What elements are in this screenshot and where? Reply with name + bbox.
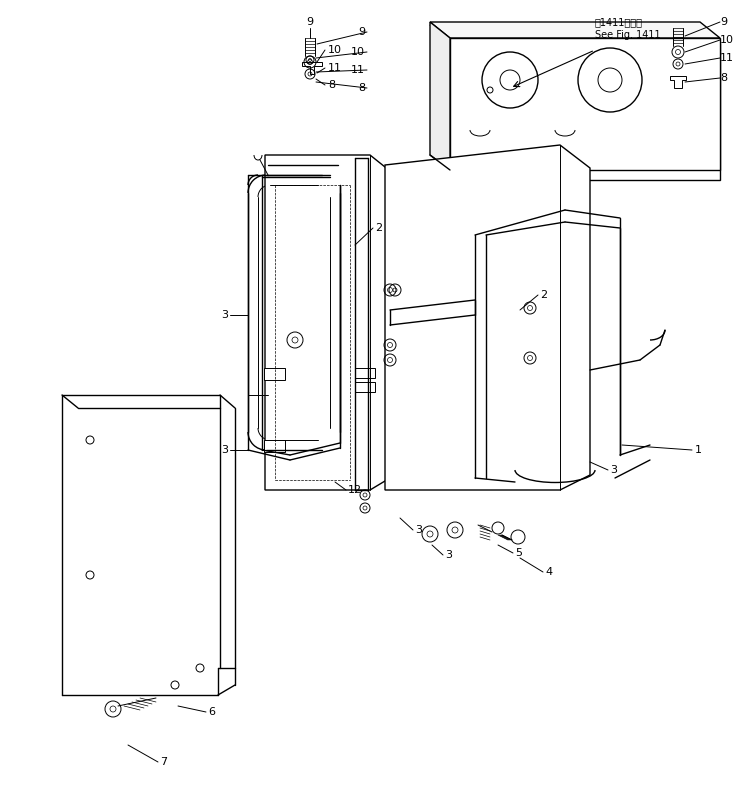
Polygon shape — [430, 22, 450, 170]
Text: 8: 8 — [720, 73, 727, 83]
Text: 11: 11 — [720, 53, 734, 63]
Text: 3: 3 — [415, 525, 422, 535]
Text: 7: 7 — [160, 757, 167, 767]
Text: 4: 4 — [545, 567, 552, 577]
Polygon shape — [268, 450, 310, 458]
Text: 10: 10 — [351, 47, 365, 57]
Text: 3: 3 — [610, 465, 617, 475]
Text: 10: 10 — [720, 35, 734, 45]
Text: 2: 2 — [540, 290, 547, 300]
Polygon shape — [430, 22, 720, 38]
Text: 2: 2 — [375, 223, 382, 233]
Text: 6: 6 — [208, 707, 215, 717]
Text: 9: 9 — [307, 17, 313, 27]
Text: 3: 3 — [221, 310, 228, 320]
Polygon shape — [264, 440, 285, 452]
Polygon shape — [265, 155, 395, 490]
Text: 9: 9 — [720, 17, 727, 27]
Polygon shape — [264, 368, 285, 380]
Text: 9: 9 — [358, 27, 365, 37]
Polygon shape — [355, 368, 375, 378]
Text: 3: 3 — [445, 550, 452, 560]
Polygon shape — [450, 43, 720, 180]
Text: 11: 11 — [351, 65, 365, 75]
Polygon shape — [385, 145, 590, 490]
Text: 8: 8 — [358, 83, 365, 93]
Polygon shape — [268, 165, 310, 172]
Text: 1: 1 — [695, 445, 702, 455]
Text: 11: 11 — [328, 63, 342, 73]
Polygon shape — [450, 38, 720, 170]
Text: 8: 8 — [328, 80, 335, 90]
Text: 3: 3 — [221, 445, 228, 455]
Text: 10: 10 — [328, 45, 342, 55]
Polygon shape — [430, 25, 720, 43]
Text: 12: 12 — [348, 485, 362, 495]
Text: See Fig. 1411: See Fig. 1411 — [595, 30, 661, 40]
Polygon shape — [355, 382, 375, 392]
Text: 第1411図参照: 第1411図参照 — [595, 17, 643, 27]
Text: 5: 5 — [515, 548, 522, 558]
